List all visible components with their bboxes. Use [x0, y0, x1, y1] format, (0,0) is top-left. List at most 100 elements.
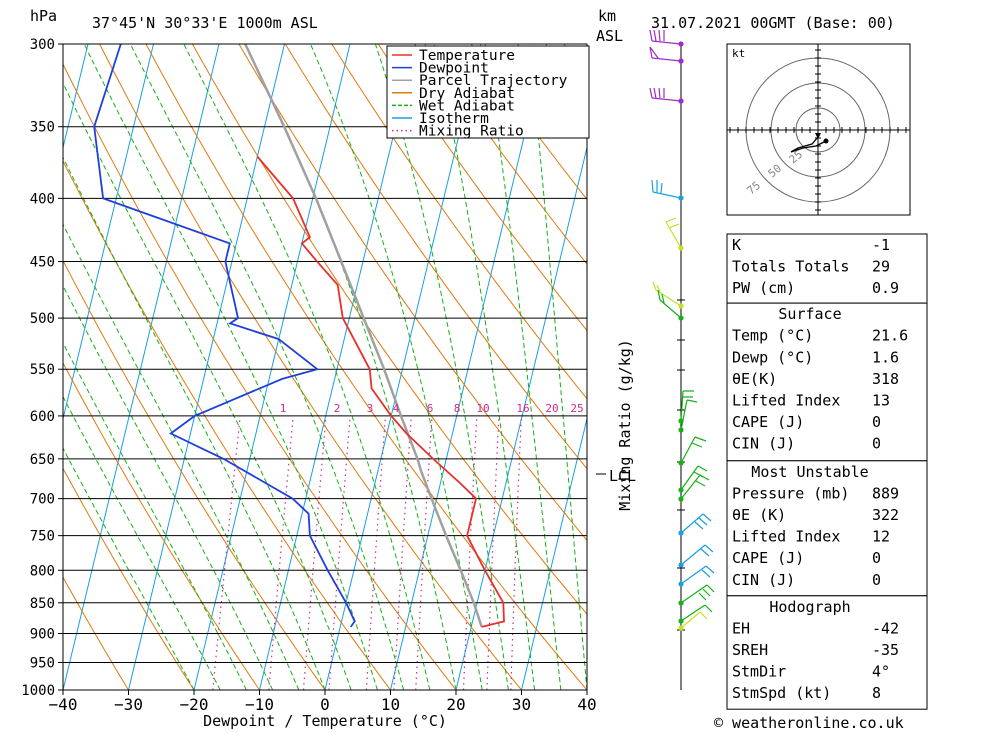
axes: −40 −30 −20 −10 0 10 20 30 40: [49, 690, 597, 714]
surface-row-value: 13: [872, 392, 890, 410]
legend-label: Mixing Ratio: [419, 124, 524, 140]
isotherm-line: [390, 44, 547, 690]
wind-barb-dot: [678, 600, 684, 606]
wind-barb: [665, 217, 682, 249]
wind-barb-dot: [678, 487, 684, 493]
x-axis-title: Dewpoint / Temperature (°C): [203, 712, 447, 730]
wind-barb-dot: [678, 195, 684, 201]
mixing-ratio-line: [212, 415, 241, 690]
wind-barb: [680, 544, 714, 566]
surface-row-value: 1.6: [872, 348, 899, 366]
legend-label: Isotherm: [419, 111, 489, 127]
most-unstable-row-value: 889: [872, 484, 899, 502]
wind-barb: [680, 584, 715, 604]
most-unstable-row-label: CAPE (J): [732, 549, 804, 567]
wind-barb-dot: [678, 618, 684, 624]
surface-title: Surface: [778, 305, 841, 323]
pressure-label: 850: [30, 596, 55, 612]
mixing-ratio-line: [328, 415, 351, 690]
isotherm-line: [128, 44, 285, 690]
stability-indices-row-label: Totals Totals: [732, 258, 849, 276]
wind-barb-dot: [678, 303, 684, 309]
wind-barb: [680, 399, 698, 431]
plot-frame: [62, 43, 588, 691]
surface-box: [726, 302, 928, 462]
isotherm-line: [586, 687, 587, 690]
dry-adiabat-line: [238, 44, 587, 542]
wet-adiabat-line: [63, 395, 221, 690]
isotherm-line: [63, 44, 220, 690]
wind-barb: [680, 565, 715, 585]
hodograph-stats-row-value: -42: [872, 619, 899, 637]
wind-barbs: [649, 29, 715, 631]
wind-barb: [649, 46, 682, 62]
pressure-label: 1000: [21, 683, 55, 699]
hodograph-stats-row-value: 4°: [872, 663, 890, 681]
dry-adiabat-line: [982, 44, 1000, 690]
stability-indices-row-value: 0.9: [872, 279, 899, 297]
dry-adiabat-line: [145, 44, 587, 690]
wet-adiabat-line: [433, 44, 536, 690]
hodo-end-point: [823, 138, 829, 144]
stability-indices-row-value: 29: [872, 258, 890, 276]
isotherm-line: [193, 44, 351, 690]
wet-adiabat-line: [63, 447, 195, 690]
wind-barb: [680, 604, 713, 622]
hodograph-stats-row-label: StmDir: [732, 663, 786, 681]
surface-row-label: θE(K): [732, 370, 777, 388]
wind-barb-dot: [678, 41, 684, 47]
x-tick-label: 30: [512, 695, 531, 714]
mixing-ratio-label: 25: [570, 402, 583, 415]
wind-barb-dot: [678, 581, 684, 587]
isobar-lines: 300 350 400 450 500 550 600 650 700 750 800 850 900 9…: [21, 37, 587, 699]
surface-row-value: 0: [872, 413, 881, 431]
wind-barb: [680, 465, 708, 491]
wet-adiabat-line: [63, 156, 326, 690]
mixing-ratio-line: [302, 415, 327, 690]
isotherm-line: [0, 44, 23, 690]
isotherm-line: [63, 44, 154, 421]
x-tick-label: 40: [577, 695, 596, 714]
wind-barb: [680, 474, 710, 500]
wet-adiabat-line: [183, 44, 431, 690]
dry-adiabat-line: [99, 44, 522, 690]
surface-row-value: 318: [872, 370, 899, 388]
pressure-label: 950: [30, 655, 55, 671]
most-unstable-row-value: 12: [872, 528, 890, 546]
km-label: km: [598, 7, 616, 25]
dry-adiabat-line: [63, 467, 195, 690]
pressure-label: 700: [30, 492, 55, 508]
hodograph-stats-row-label: SREH: [732, 641, 768, 659]
legend-label: Parcel Trajectory: [419, 73, 568, 89]
mixing-ratio-label: 2: [334, 402, 341, 415]
x-tick-label: −40: [49, 695, 78, 714]
most-unstable-box: [726, 460, 928, 597]
most-unstable-row-label: θE (K): [732, 506, 786, 524]
lcl-label: LCL: [609, 467, 636, 485]
series-parcel-trajectory: [244, 44, 483, 628]
most-unstable-row-label: CIN (J): [732, 571, 795, 589]
wind-barb: [680, 513, 712, 534]
surface-row-label: CIN (J): [732, 435, 795, 453]
pressure-label: 600: [30, 409, 55, 425]
stability-indices-row-label: PW (cm): [732, 279, 795, 297]
pressure-label: 400: [30, 191, 55, 207]
wet-adiabat-line: [244, 44, 457, 690]
pressure-label: 900: [30, 626, 55, 642]
pressure-label: 350: [30, 120, 55, 136]
location-title: 37°45'N 30°33'E 1000m ASL: [92, 14, 318, 32]
copyright: © weatheronline.co.uk: [714, 714, 904, 732]
isotherm-line: [259, 44, 416, 690]
surface-row-value: 21.6: [872, 327, 908, 345]
hodograph-stats-row-value: -35: [872, 641, 899, 659]
most-unstable-row-value: 322: [872, 506, 899, 524]
asl-label: ASL: [596, 27, 623, 45]
hpa-unit-label: hPa: [30, 7, 57, 25]
wind-barb-dot: [678, 530, 684, 536]
pressure-label: 550: [30, 362, 55, 378]
hodograph-unit: kt: [732, 47, 745, 60]
most-unstable-title: Most Unstable: [751, 463, 868, 481]
wind-barb: [651, 179, 682, 199]
hodograph-stats-row-label: StmSpd (kt): [732, 684, 831, 702]
